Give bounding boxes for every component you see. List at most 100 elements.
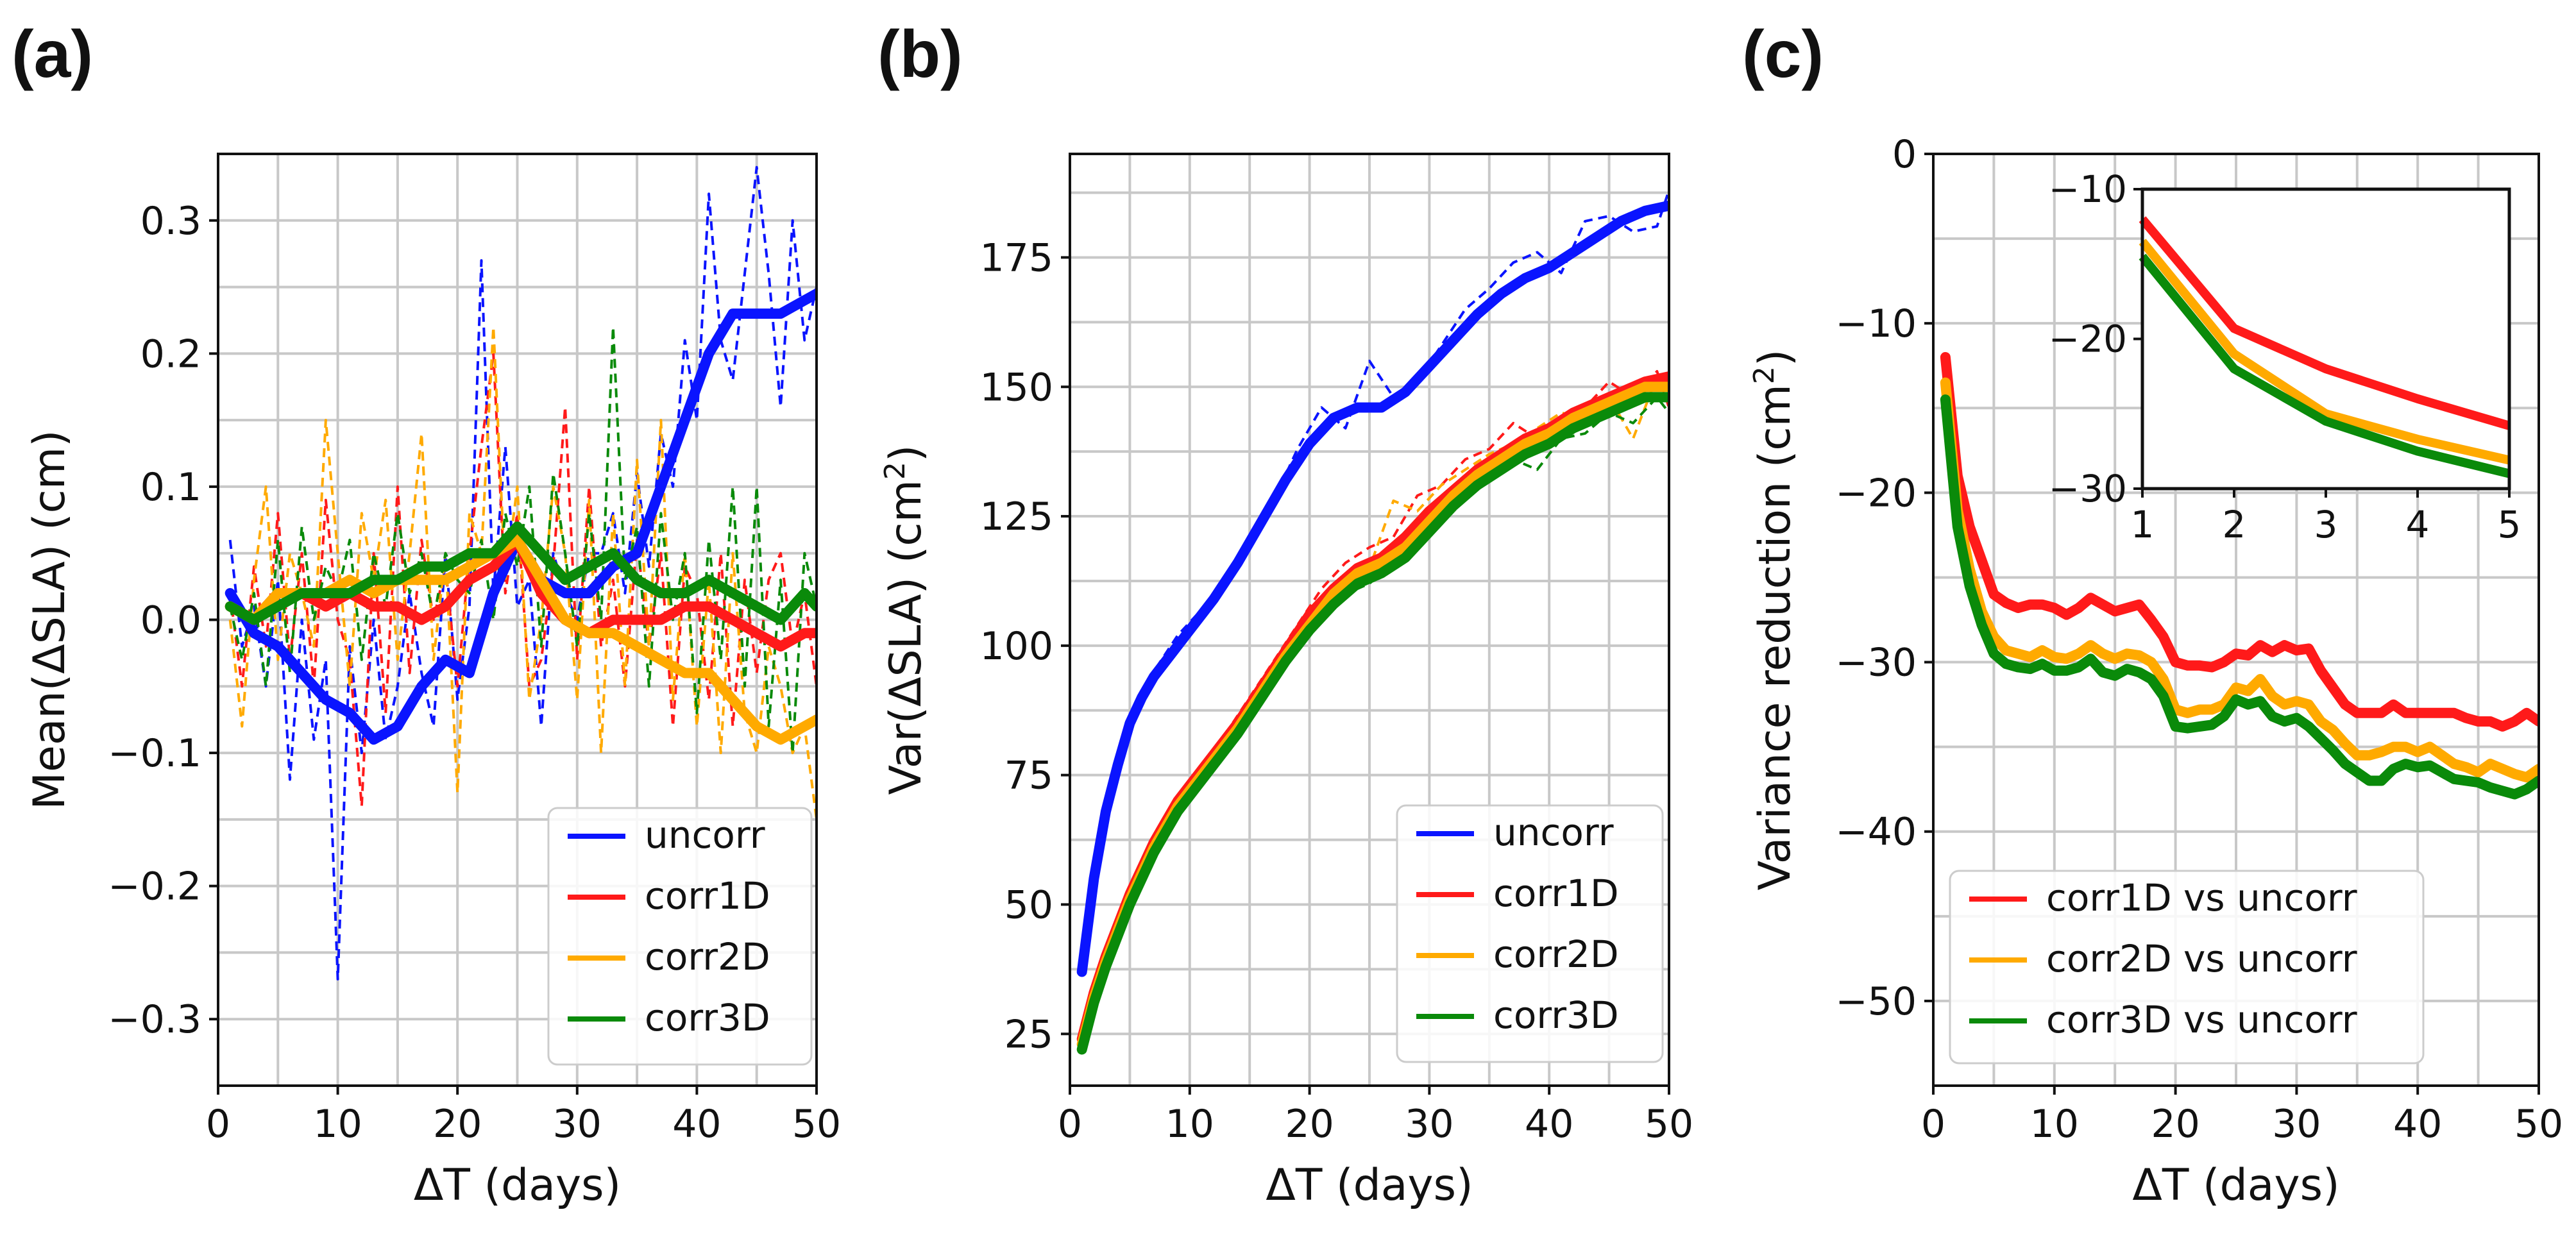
y-tick-label: 50 [1004,882,1053,927]
axes-frame [1932,153,2540,1087]
legend-label-corr1D: corr1D [645,874,770,918]
series-line-corr1D [1940,352,2539,732]
legend-label-corr2D: corr2D [1493,932,1619,976]
x-tick-label: 0 [1058,1102,1082,1147]
inset-x-tick-label: 3 [2314,503,2338,546]
legend-label-uncorr: uncorr [645,813,765,857]
y-tick-label: 100 [979,624,1053,669]
inset-x-tick-label: 5 [2498,503,2521,546]
inset-x-tick-label: 2 [2223,503,2246,546]
y-axis-label-sup: 2 [879,462,911,480]
y-axis-label: Mean(ΔSLA) (cm) [24,430,75,809]
y-tick-label: 75 [1004,753,1053,798]
x-axis-label: ΔT (days) [2132,1160,2339,1211]
x-tick-label: 0 [1921,1102,1945,1147]
x-tick-label: 10 [313,1102,362,1147]
legend-b: uncorr corr1D corr2D corr3D [1396,804,1664,1063]
x-tick-label: 40 [672,1102,721,1147]
y-tick-label: 0.2 [140,332,201,376]
y-axis-label-main: Variance reduction (cm [1750,384,1801,890]
y-tick-label: 0.1 [140,465,201,510]
series-line-corr3D [1076,392,1669,1055]
legend-label-corr1D: corr1D [1493,871,1619,915]
inset-x-tick-label: 4 [2406,503,2430,546]
y-tick-label: −0.3 [108,997,201,1042]
series-line-uncorr [1076,200,1669,977]
panel-label: (b) [877,17,963,92]
legend-a: uncorr corr1D corr2D corr3D [547,807,813,1066]
series-raw-corr1D [228,352,817,808]
legend-label-corr2D: corr2D vs uncorr [2046,937,2357,981]
y-tick-label: 0 [1892,132,1917,177]
x-tick-label: 50 [2514,1102,2563,1147]
legend-label-uncorr: uncorr [1493,811,1614,854]
x-axis-label: ΔT (days) [414,1160,621,1211]
panel-a: 0 10 20 30 40 50 −0.3 −0.2 −0.1 0.0 0.1 0.2 0.3 ΔT (d… [12,17,841,1211]
legend-label-corr1D: corr1D vs uncorr [2046,876,2357,920]
panel-label: (c) [1742,17,1824,92]
y-tick-label: −0.2 [108,864,201,909]
legend-label-corr3D: corr3D vs uncorr [2046,998,2357,1041]
legend-label-corr2D: corr2D [645,935,770,979]
y-tick-label: 0.3 [140,199,201,244]
y-tick-label: 0.0 [140,598,201,643]
plot-area [1076,189,1669,1055]
y-tick-label: −50 [1835,979,1917,1024]
legend-label-corr3D: corr3D [645,996,770,1040]
x-tick-label: 20 [2151,1102,2199,1147]
panel-label: (a) [12,17,93,92]
y-tick-label: 175 [979,235,1053,280]
series-line-corr3D [1940,394,2539,800]
legend-frame [1396,804,1664,1063]
x-tick-label: 30 [1405,1102,1453,1147]
plot-area [1940,352,2539,800]
series-line-corr3D [225,521,817,625]
legend-label-corr3D: corr3D [1493,993,1619,1037]
x-tick-label: 50 [1645,1102,1693,1147]
x-tick-label: 30 [553,1102,602,1147]
y-axis-label: Variance reduction (cm2) [1748,349,1801,891]
legend-c: corr1D vs uncorr corr2D vs uncorr corr3D v… [1949,870,2425,1065]
y-axis-label-tail: ) [881,445,931,462]
y-tick-label: −30 [1835,641,1917,686]
x-tick-label: 0 [206,1102,230,1147]
x-tick-label: 40 [2393,1102,2442,1147]
y-tick-label: −40 [1835,810,1917,855]
series-raw-uncorr [1080,189,1669,967]
axes-frame [1069,153,1670,1087]
inset-y-tick-label: −30 [2049,467,2127,510]
y-axis-label-tail: ) [1750,349,1801,367]
panel-b: 0 10 20 30 40 50 25 50 75 100 125 150 175 ΔT (days) Va… [877,17,1693,1211]
series-raw-uncorr [228,165,817,981]
inset-chart: 1 2 3 4 5 −30 −20 −10 [2049,167,2521,546]
x-tick-label: 10 [2030,1102,2079,1147]
inset-y-tick-label: −10 [2049,167,2127,211]
y-axis-label-main: Var(ΔSLA) (cm [881,480,931,795]
x-tick-label: 30 [2272,1102,2321,1147]
y-tick-label: −0.1 [108,731,201,776]
x-axis-label: ΔT (days) [1266,1160,1473,1211]
inset-line-corr1D [2139,216,2511,430]
inset-y-tick-label: −20 [2049,317,2127,361]
x-tick-label: 20 [433,1102,482,1147]
x-tick-label: 40 [1525,1102,1573,1147]
legend-frame [1949,870,2425,1065]
y-tick-label: 150 [979,365,1053,410]
plot-area [225,165,817,981]
y-tick-label: 25 [1004,1012,1053,1057]
series-line-corr2D [1940,377,2539,783]
legend-frame [547,807,813,1066]
y-tick-label: 125 [979,494,1053,539]
inset-line-corr3D [2139,253,2511,478]
series-line-uncorr [225,289,817,745]
x-tick-label: 20 [1285,1102,1334,1147]
y-tick-label: −10 [1835,301,1917,346]
y-axis-label: Var(ΔSLA) (cm2) [879,445,932,795]
x-tick-label: 50 [792,1102,841,1147]
y-tick-label: −20 [1835,471,1917,516]
inset-line-corr2D [2139,239,2511,465]
inset-x-tick-label: 1 [2131,503,2155,546]
y-axis-label-sup: 2 [1748,366,1781,384]
inset-background [2142,189,2509,489]
